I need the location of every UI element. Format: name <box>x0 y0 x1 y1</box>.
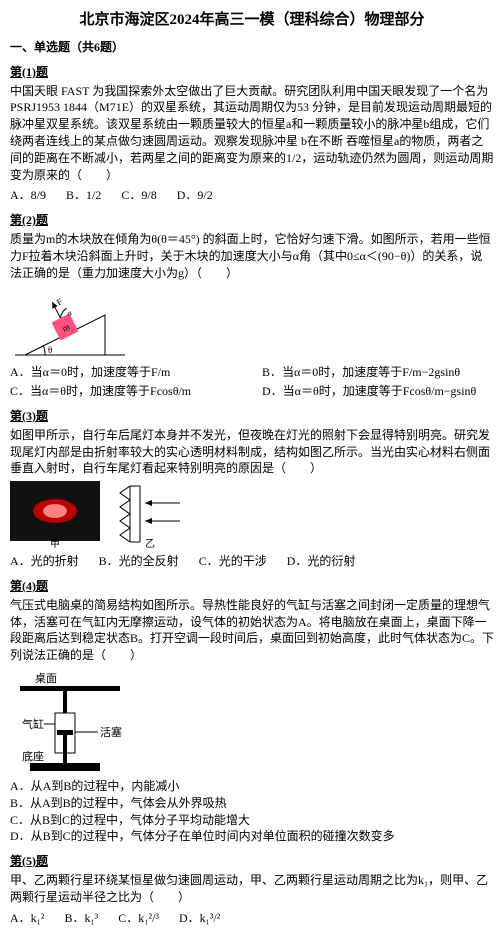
label-cyl: 气缸 <box>22 717 44 731</box>
q1-body: 中国天眼 FAST 为我国探索外太空做出了巨大贡献。研究团队利用中国天眼发现了一… <box>10 83 494 184</box>
q2-figure: θ m F α <box>10 285 130 360</box>
q5-options: A．k₁² B．k₁³ C．k₁²/³ D．k₁³/² <box>10 910 494 927</box>
q3-figure-yi: 乙 <box>110 481 190 549</box>
page-title: 北京市海淀区2024年高三一模（理科综合）物理部分 <box>10 10 494 31</box>
q2-opt-a: A．当α＝0时，加速度等于F/m <box>10 364 242 381</box>
q3-figure-jia: 甲 <box>10 481 100 549</box>
q5-head: 第(5)题 <box>10 853 494 870</box>
q5-opt-b: B．k₁³ <box>64 910 98 927</box>
q3-opt-c: C．光的干涉 <box>199 553 267 570</box>
q2-body: 质量为m的木块放在倾角为θ(θ＝45°) 的斜面上时，它恰好匀速下滑。如图所示，… <box>10 231 494 281</box>
label-top: 桌面 <box>35 672 57 685</box>
q1-opt-c: C．9/8 <box>121 187 156 204</box>
q5-opt-c: C．k₁²/³ <box>118 910 159 927</box>
q4-opt-b: B．从A到B的过程中，气体会从外界吸热 <box>10 795 494 812</box>
q1-options: A．8/9 B．1/2 C．9/8 D．9/2 <box>10 187 494 204</box>
section-heading: 一、单选题（共6题） <box>10 39 494 56</box>
q3-body: 如图甲所示，自行车后尾灯本身并不发光，但夜晚在灯光的照射下会显得特别明亮。研究发… <box>10 427 494 477</box>
label-piston: 活塞 <box>100 725 122 739</box>
q4-opt-d: D．从B到C的过程中，气体分子在单位时间内对单位面积的碰撞次数变多 <box>10 828 494 845</box>
q2-opt-b: B．当α＝0时，加速度等于F/m−2gsinθ <box>262 364 494 381</box>
q4-body: 气压式电脑桌的简易结构如图所示。导热性能良好的气缸与活塞之间封闭一定质量的理想气… <box>10 597 494 664</box>
q3-head: 第(3)题 <box>10 408 494 425</box>
q4-opt-a: A．从A到B的过程中，内能减小 <box>10 778 494 795</box>
q2-opt-c: C．当α＝θ时，加速度等于Fcosθ/m <box>10 383 242 400</box>
q1-opt-d: D．9/2 <box>177 187 213 204</box>
q3-options: A．光的折射 B．光的全反射 C．光的干涉 D．光的衍射 <box>10 553 494 570</box>
yi-label: 乙 <box>145 538 155 549</box>
label-base: 底座 <box>22 749 44 763</box>
q1-head: 第(1)题 <box>10 64 494 81</box>
q2-options: A．当α＝0时，加速度等于F/m B．当α＝0时，加速度等于F/m−2gsinθ… <box>10 364 494 400</box>
q2-head: 第(2)题 <box>10 212 494 229</box>
q4-figure: 桌面 气缸 活塞 底座 <box>10 668 150 778</box>
q4-opt-c: C．从B到C的过程中，气体分子平均动能增大 <box>10 812 494 829</box>
q4-options: A．从A到B的过程中，内能减小 B．从A到B的过程中，气体会从外界吸热 C．从B… <box>10 778 494 845</box>
q5-opt-d: D．k₁³/² <box>179 910 220 927</box>
q5-opt-a: A．k₁² <box>10 910 44 927</box>
q3-opt-b: B．光的全反射 <box>99 553 179 570</box>
q3-opt-a: A．光的折射 <box>10 553 79 570</box>
q1-opt-b: B．1/2 <box>66 187 101 204</box>
q2-opt-d: D．当α＝θ时，加速度等于Fcosθ/m−gsinθ <box>262 383 494 400</box>
jia-label: 甲 <box>50 539 60 549</box>
theta-label: θ <box>48 345 52 355</box>
q1-opt-a: A．8/9 <box>10 187 46 204</box>
q4-head: 第(4)题 <box>10 578 494 595</box>
q3-opt-d: D．光的衍射 <box>287 553 356 570</box>
q5-body: 甲、乙两颗行星环绕某恒星做匀速圆周运动，甲、乙两颗行星运动周期之比为k₁，则甲、… <box>10 872 494 906</box>
